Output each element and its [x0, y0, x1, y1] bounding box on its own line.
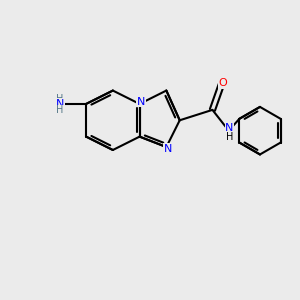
Text: H: H [56, 105, 64, 115]
Text: H: H [56, 94, 64, 103]
Text: N: N [137, 97, 145, 107]
Text: H: H [226, 132, 233, 142]
Text: N: N [56, 99, 64, 109]
Text: O: O [218, 78, 227, 88]
Text: N: N [225, 123, 233, 133]
Text: N: N [164, 143, 172, 154]
